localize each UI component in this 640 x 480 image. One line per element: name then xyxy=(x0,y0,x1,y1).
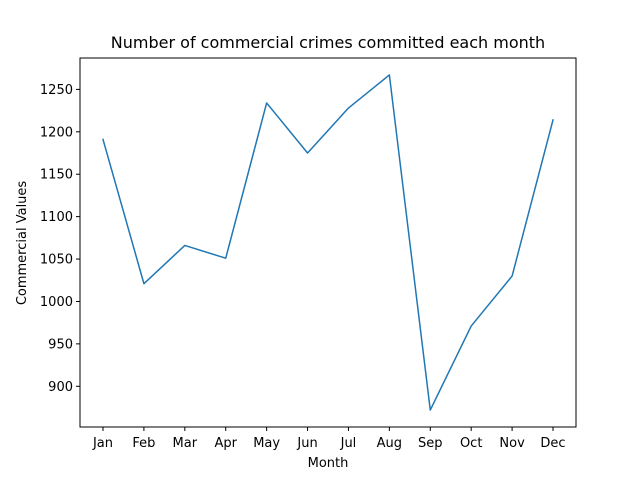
series-line xyxy=(102,74,554,411)
series-layer xyxy=(102,74,554,411)
y-tick-label: 1250 xyxy=(40,83,73,98)
x-tick-label: Oct xyxy=(460,436,482,451)
y-tick-label: 1050 xyxy=(40,253,73,268)
y-axis: 900 950 1000 1050 1100 1150 1200 1250 xyxy=(40,83,80,395)
chart-title: Number of commercial crimes committed ea… xyxy=(111,33,545,52)
y-tick-label: 1100 xyxy=(40,210,73,225)
x-tick-label: Sep xyxy=(418,436,443,451)
y-tick-label: 900 xyxy=(48,380,73,395)
y-tick-label: 1000 xyxy=(40,295,73,310)
x-tick-label: Mar xyxy=(173,436,198,451)
x-tick-label: Jan xyxy=(92,436,113,451)
x-tick-label: Aug xyxy=(377,436,402,451)
x-tick-label: Feb xyxy=(132,436,155,451)
plot-area-frame xyxy=(79,57,577,428)
x-tick-label: Jun xyxy=(296,436,317,451)
y-tick-label: 1150 xyxy=(40,168,73,183)
x-tick-label: Nov xyxy=(499,436,525,451)
y-tick-label: 950 xyxy=(48,337,73,352)
x-tick-label: Apr xyxy=(214,436,237,451)
x-axis: Jan Feb Mar Apr May Jun Jul Aug Sep Oct Nov Dec xyxy=(92,427,566,451)
y-tick-label: 1200 xyxy=(40,125,73,140)
x-tick-label: Dec xyxy=(540,436,565,451)
x-tick-label: Jul xyxy=(340,436,357,451)
x-tick-label: May xyxy=(253,436,280,451)
y-axis-label: Commercial Values xyxy=(15,181,30,306)
x-axis-label: Month xyxy=(308,456,349,471)
